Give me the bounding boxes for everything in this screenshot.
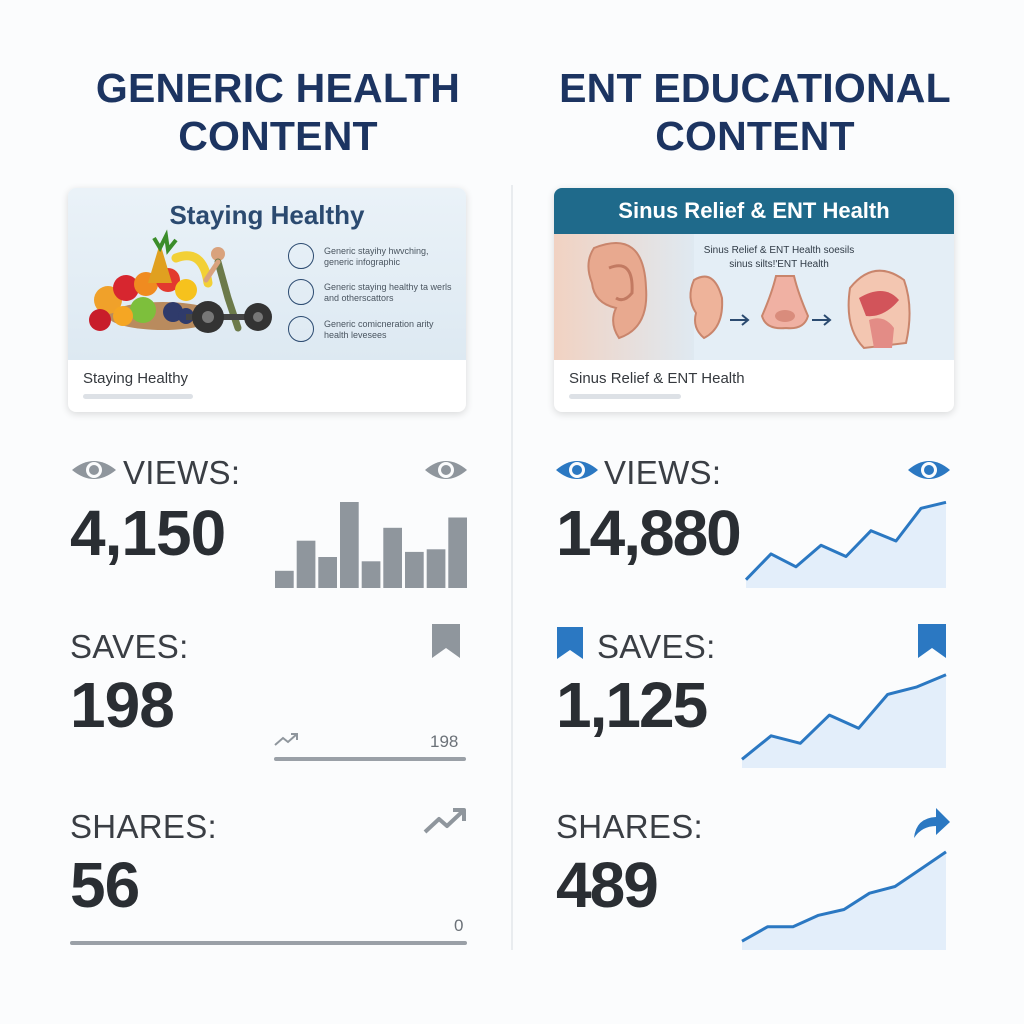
trend-up-icon (274, 733, 298, 746)
trend-area (746, 502, 946, 588)
card-subtext: Sinus Relief & ENT Health soesils sinus … (694, 244, 864, 272)
saves-label: SAVES: (597, 628, 716, 665)
shares-label: SHARES: (556, 808, 703, 845)
content-card[interactable]: Staying Healthy (68, 188, 466, 412)
saves-value: 1,125 (556, 669, 708, 741)
caption-bar (569, 394, 681, 399)
card-subtext-line: Sinus Relief & ENT Health soesils (703, 245, 855, 256)
card-banner-title: Sinus Relief & ENT Health (554, 188, 954, 234)
info-text: Generic staying healthy ta werls and oth… (324, 282, 452, 303)
eye-icon (556, 461, 598, 479)
card-caption: Sinus Relief & ENT Health (569, 370, 745, 387)
views-bar (296, 540, 316, 588)
views-value: 4,150 (70, 497, 226, 569)
info-text: Generic stayihy hwvching, generic infogr… (324, 246, 429, 267)
shares-value: 56 (70, 849, 140, 921)
shares-baseline (70, 941, 467, 945)
views-bar (383, 527, 402, 588)
card-image-title: Staying Healthy (169, 200, 365, 230)
saves-label: SAVES: (70, 628, 189, 665)
bookmark-icon (918, 624, 946, 658)
info-text: Generic comicneration arity health leves… (324, 319, 434, 340)
views-label: VIEWS: (604, 454, 722, 491)
views-bar (426, 549, 446, 588)
card-caption: Staying Healthy (83, 370, 189, 387)
ent-educational-column: ENT EDUCATIONAL CONTENT (554, 0, 956, 1024)
views-bar (405, 551, 424, 588)
views-label: VIEWS: (123, 454, 241, 491)
views-bar (448, 517, 467, 588)
share-arrow-icon (914, 808, 950, 838)
generic-health-column: GENERIC HEALTH CONTENT Staying Healthy (68, 0, 488, 1024)
dumbbell-icon (288, 243, 314, 269)
column-heading: ENT EDUCATIONAL CONTENT (559, 65, 951, 159)
views-value: 14,880 (556, 497, 742, 569)
trend-up-icon (423, 808, 466, 834)
views-bar (340, 502, 359, 588)
saves-baseline (274, 757, 466, 761)
trend-line (741, 673, 947, 761)
views-bar-chart (275, 502, 467, 588)
column-heading: GENERIC HEALTH CONTENT (95, 65, 461, 159)
content-card[interactable]: Sinus Relief & ENT Health Sinus Relief &… (554, 188, 954, 412)
eye-icon (908, 461, 950, 479)
ent-anatomy-illustration (554, 234, 911, 360)
column-divider (511, 185, 513, 950)
views-bar (275, 570, 294, 588)
fruit-and-fitness-illustration (89, 229, 272, 333)
trend-line (744, 500, 947, 581)
saves-small-value: 198 (430, 732, 459, 751)
saves-value: 198 (70, 669, 175, 741)
trend-line (741, 850, 947, 943)
trend-area (742, 851, 946, 950)
card-subtext-line: sinus silts!'ENT Health (729, 259, 829, 270)
views-bar (318, 557, 337, 588)
card-image: Sinus Relief & ENT Health Sinus Relief &… (554, 188, 954, 360)
shares-trend-chart (741, 850, 947, 950)
card-image: Staying Healthy (68, 188, 466, 360)
views-bar (361, 561, 381, 588)
views-trend-chart (744, 500, 947, 588)
saves-trend-chart (741, 673, 947, 768)
trend-area (742, 674, 946, 768)
eye-icon (425, 461, 467, 479)
shares-small-value: 0 (454, 916, 464, 935)
shares-label: SHARES: (70, 808, 217, 845)
bookmark-icon (432, 624, 460, 658)
person-icon (288, 279, 314, 305)
eye-icon (72, 461, 116, 479)
caption-bar (83, 394, 193, 399)
trend-icon (288, 316, 314, 342)
shares-value: 489 (556, 849, 659, 921)
bookmark-icon (557, 627, 583, 659)
